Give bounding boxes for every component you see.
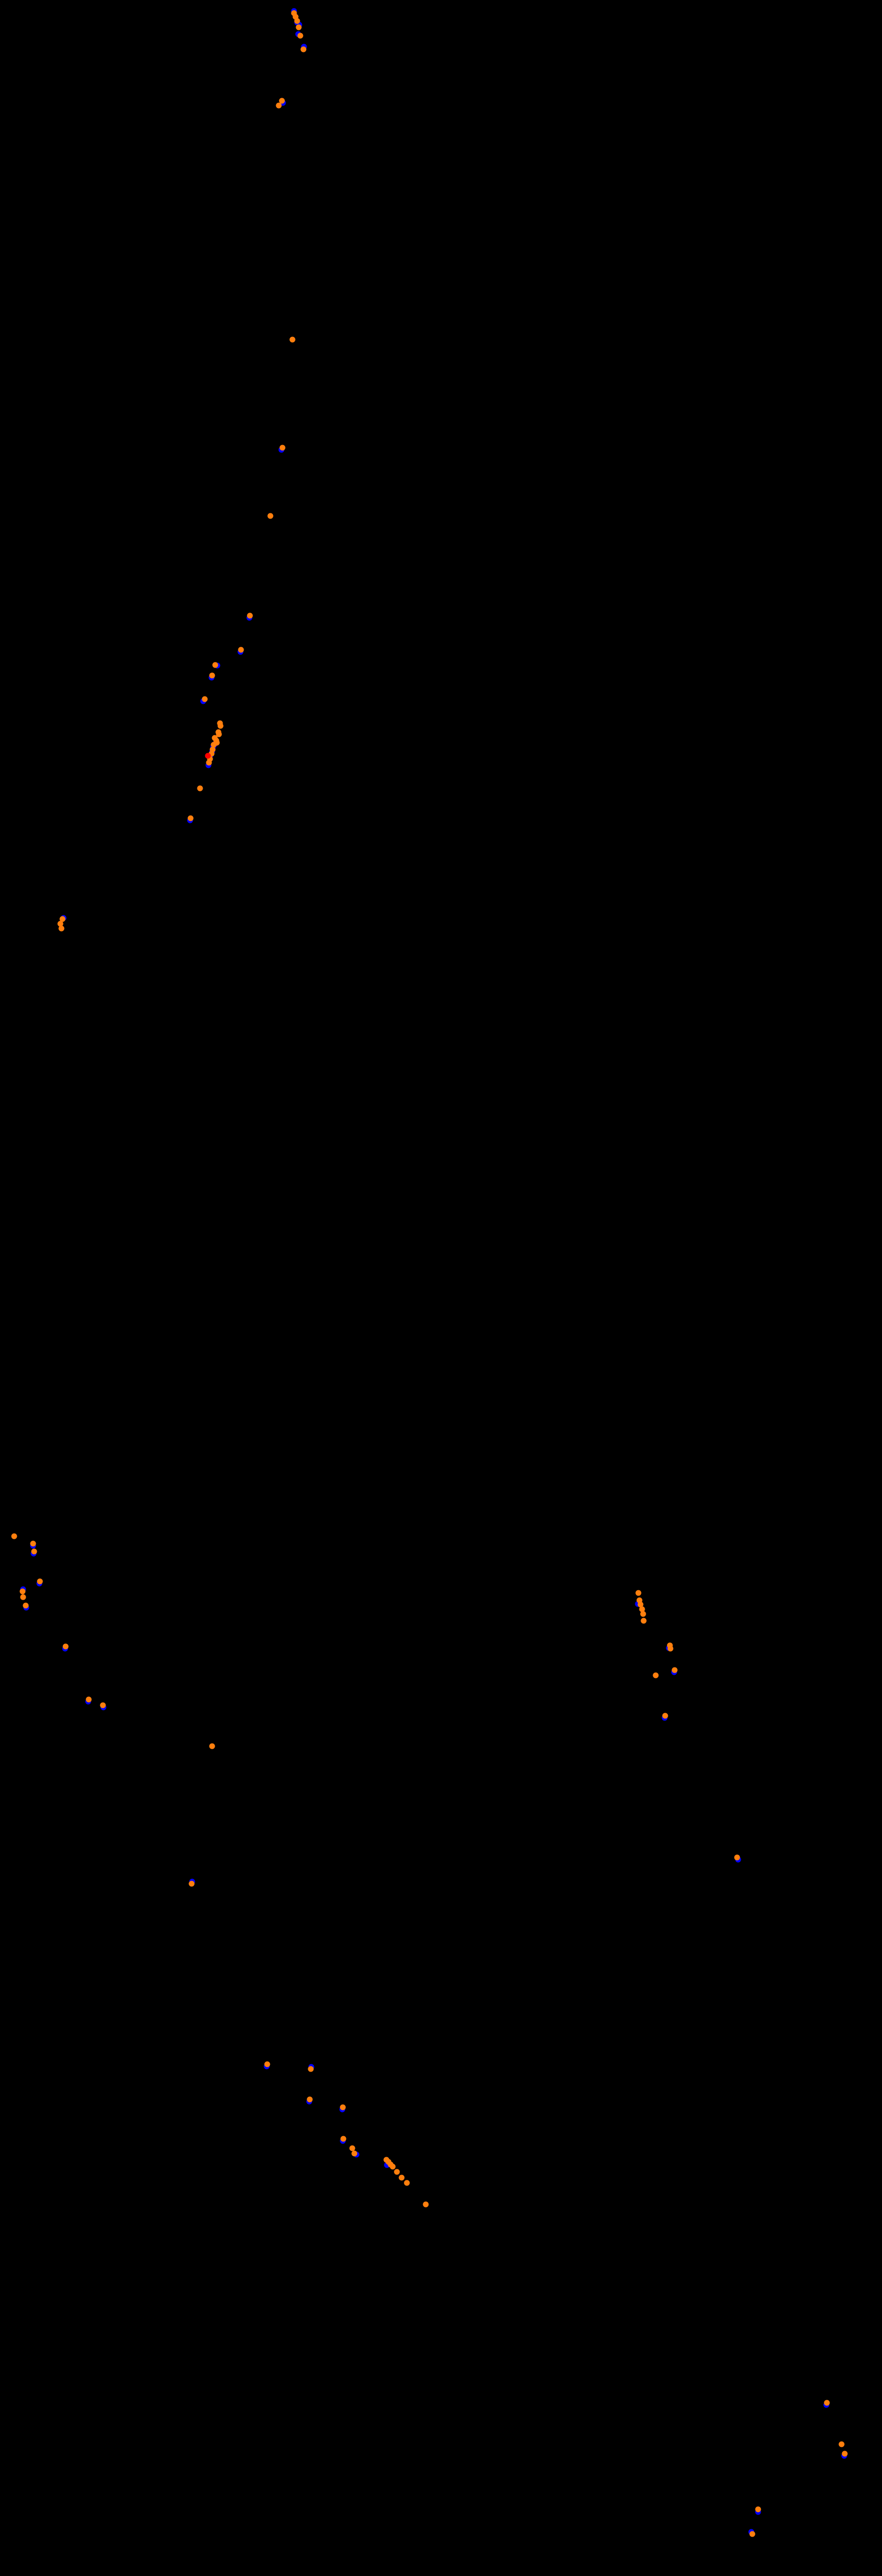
orange-overlay-dot (838, 2441, 845, 2447)
red-highlight-dot (205, 753, 211, 759)
orange-overlay-dot (212, 662, 218, 668)
orange-overlay-dot (297, 33, 303, 39)
orange-overlay-dot (247, 613, 253, 619)
orange-overlay-dot (639, 1606, 645, 1612)
orange-overlay-dot (209, 1743, 215, 1749)
orange-overlay-dot (23, 1602, 29, 1609)
orange-overlay-dot (11, 1533, 17, 1539)
orange-overlay-dot (279, 98, 285, 104)
orange-overlay-dot (296, 24, 302, 30)
orange-overlay-dot (755, 2506, 761, 2512)
orange-overlay-dot (824, 2400, 830, 2406)
orange-overlay-dot (279, 445, 286, 451)
orange-overlay-dot (637, 1601, 644, 1608)
orange-overlay-dot (653, 1672, 659, 1678)
orange-overlay-dot (340, 2136, 346, 2142)
orange-overlay-dot (289, 336, 296, 343)
orange-overlay-dot (349, 2145, 355, 2151)
orange-overlay-dot (307, 2096, 313, 2103)
orange-overlay-dot (276, 102, 282, 109)
orange-overlay-dot (238, 647, 244, 653)
orange-overlay-dot (202, 696, 208, 702)
orange-overlay-dot (58, 925, 65, 932)
orange-overlay-dot (100, 1702, 106, 1708)
orange-overlay-dot (19, 1588, 26, 1595)
orange-overlay-dot (206, 759, 212, 766)
orange-overlay-dot (86, 1696, 92, 1703)
orange-overlay-dot (188, 1881, 195, 1887)
orange-overlay-dot (217, 723, 224, 729)
orange-overlay-dot (308, 2066, 314, 2072)
orange-overlay-dot (842, 2451, 848, 2457)
orange-overlay-dot (264, 2061, 270, 2067)
orange-overlay-dot (398, 2174, 405, 2181)
orange-overlay-dot (57, 921, 64, 927)
orange-overlay-dot (31, 1548, 37, 1555)
orange-overlay-dot (662, 1713, 668, 1719)
orange-overlay-dot (734, 1854, 740, 1861)
orange-overlay-dot (640, 1618, 647, 1624)
orange-overlay-dot (394, 2169, 400, 2175)
orange-overlay-dot (59, 916, 66, 922)
orange-overlay-dot (423, 2201, 429, 2208)
orange-overlay-dot (749, 2531, 755, 2537)
orange-overlay-dot (300, 46, 307, 52)
orange-overlay-dot (209, 672, 215, 679)
orange-overlay-dot (351, 2150, 358, 2157)
orange-overlay-dot (640, 1611, 646, 1617)
orange-overlay-dot (294, 18, 300, 24)
orange-overlay-dot (37, 1578, 43, 1585)
orange-overlay-dot (62, 1643, 69, 1650)
orange-overlay-dot (390, 2163, 396, 2170)
orange-overlay-dot (216, 731, 222, 737)
orange-overlay-dot (30, 1540, 36, 1547)
orange-overlay-dot (340, 2104, 346, 2110)
orange-overlay-dot (20, 1594, 26, 1600)
orange-overlay-dot (197, 785, 203, 791)
orange-overlay-dot (635, 1590, 642, 1596)
orange-overlay-dot (671, 1667, 678, 1673)
orange-overlay-dot (404, 2180, 410, 2186)
orange-overlay-dot (211, 742, 217, 748)
orange-overlay-dot (187, 815, 194, 821)
orange-overlay-dot (267, 513, 274, 519)
orange-overlay-dot (667, 1645, 674, 1652)
